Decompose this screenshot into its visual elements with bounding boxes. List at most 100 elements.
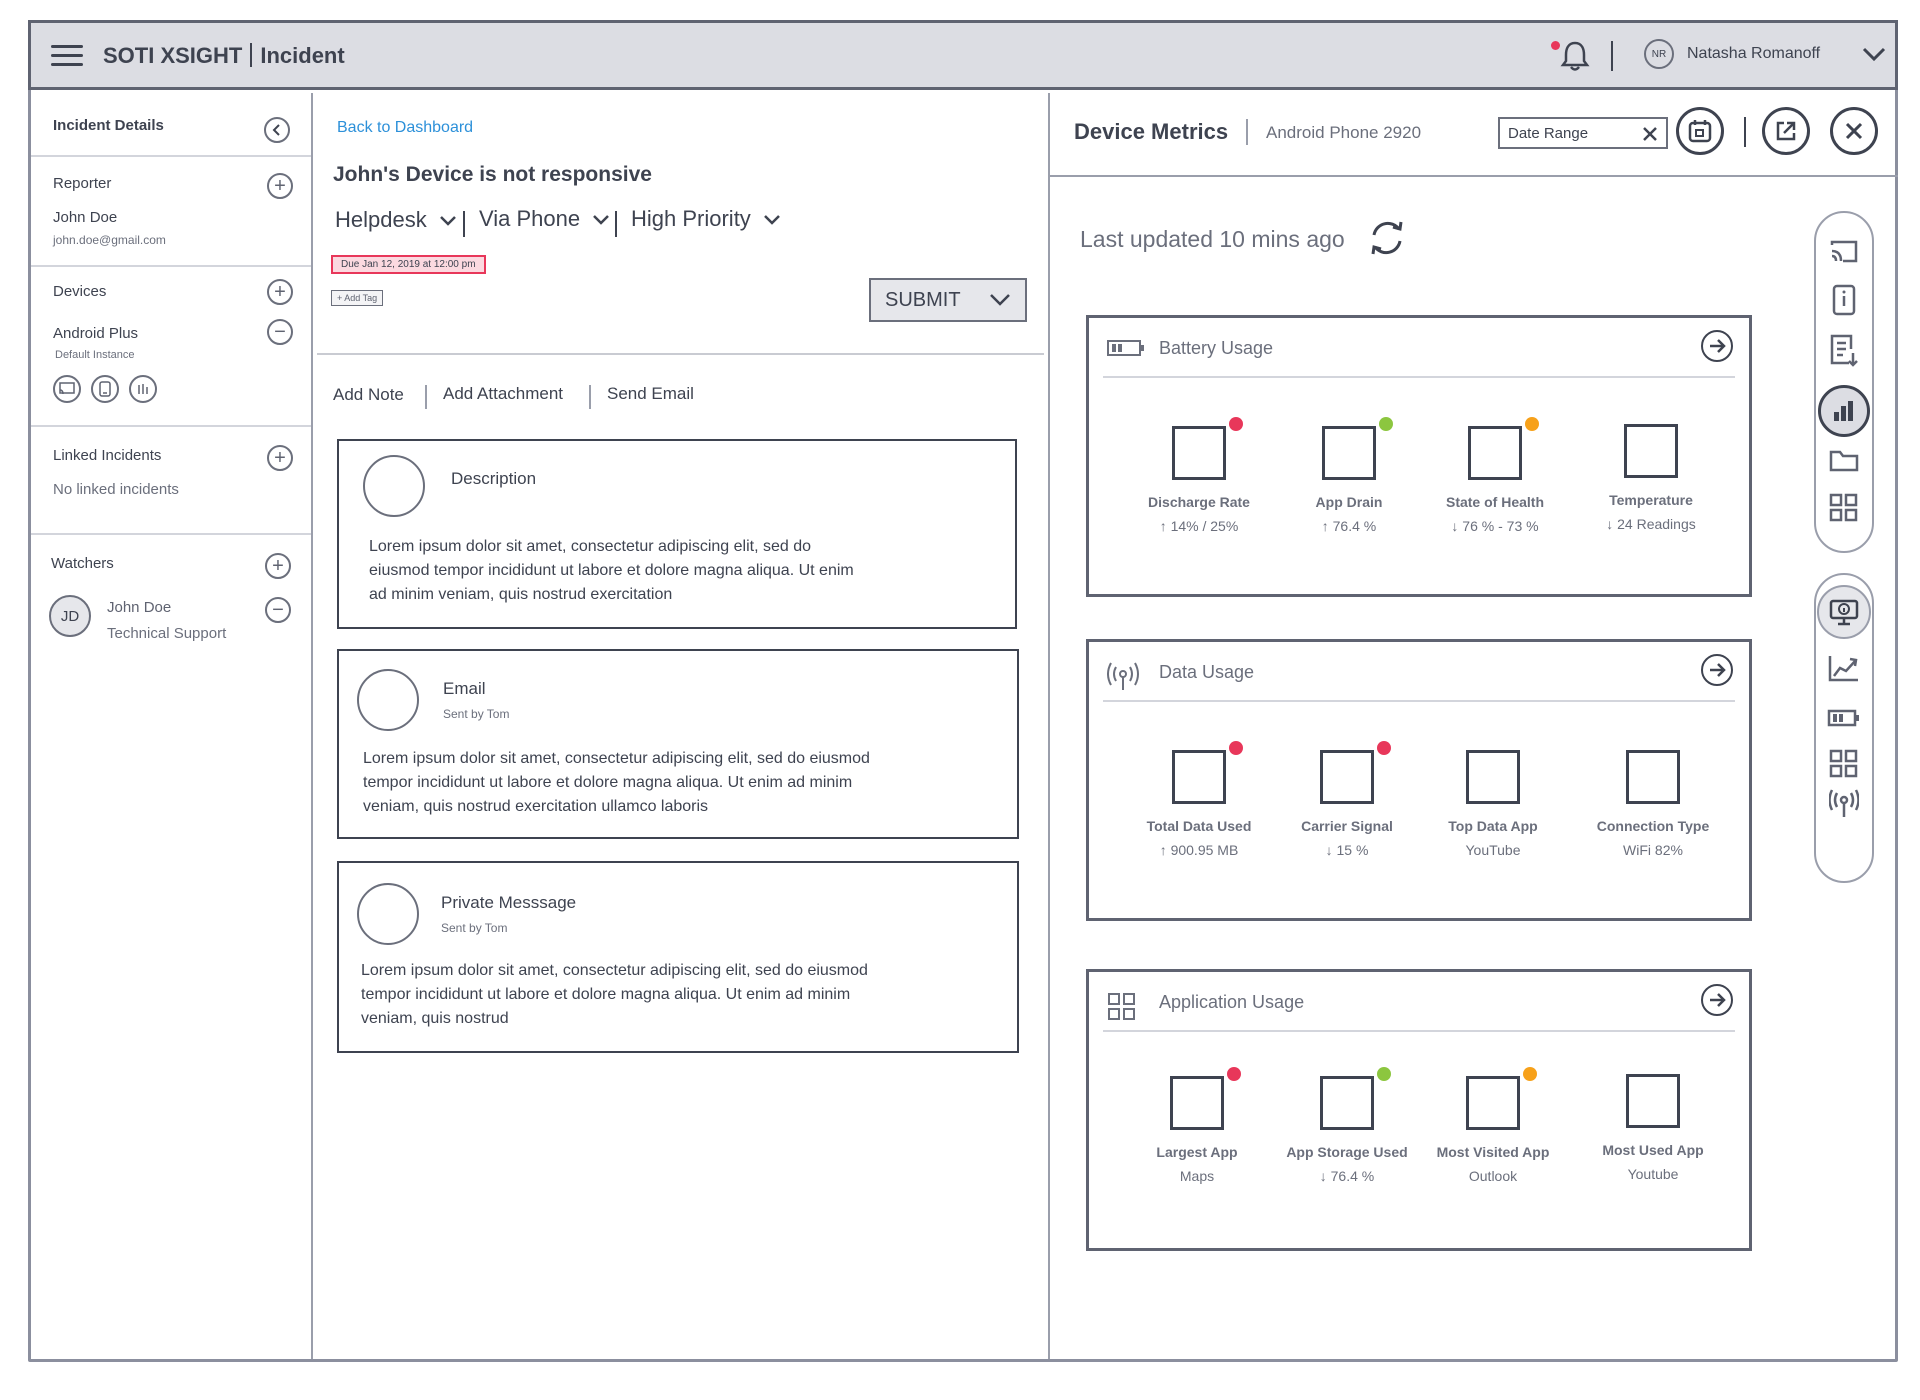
trend-tool[interactable] <box>1827 651 1861 685</box>
document-download-icon <box>1830 334 1858 367</box>
device-info-button[interactable] <box>91 375 119 403</box>
device-monitor-tool[interactable] <box>1817 585 1871 639</box>
channel-value: Via Phone <box>479 206 581 231</box>
application-usage-panel: Application Usage Largest App Maps App S… <box>1086 969 1752 1251</box>
date-range-input[interactable]: Date Range <box>1498 117 1668 149</box>
metric-carrier-signal[interactable]: Carrier Signal ↓ 15 % <box>1277 741 1417 858</box>
app-title: SOTI XSIGHT Incident <box>103 43 345 69</box>
metric-tile <box>1626 750 1680 804</box>
metric-tile <box>1626 1074 1680 1128</box>
apps-tool[interactable] <box>1827 491 1861 525</box>
status-dot <box>1379 417 1393 431</box>
metric-label: Temperature <box>1609 492 1693 508</box>
status-dot <box>1377 1067 1391 1081</box>
device-name[interactable]: Android Plus <box>53 325 139 342</box>
metric-temperature[interactable]: Temperature ↓ 24 Readings <box>1581 424 1721 532</box>
metric-value: ↑ 14% / 25% <box>1159 518 1239 534</box>
apps-grid-tool[interactable] <box>1827 747 1861 781</box>
back-to-dashboard-link[interactable]: Back to Dashboard <box>337 119 474 136</box>
add-device-button[interactable]: + <box>267 279 293 305</box>
metric-connection-type[interactable]: Connection Type WiFi 82% <box>1583 750 1723 858</box>
channel-dropdown[interactable]: Via Phone <box>479 206 610 232</box>
chevron-down-icon <box>764 215 780 225</box>
metric-total-data-used[interactable]: Total Data Used ↑ 900.95 MB <box>1129 741 1269 858</box>
open-application-details-button[interactable] <box>1701 984 1733 1016</box>
user-name[interactable]: Natasha Romanoff <box>1687 45 1821 62</box>
metrics-tool[interactable] <box>1818 385 1870 437</box>
metric-value: ↓ 24 Readings <box>1606 516 1696 532</box>
metric-app-drain[interactable]: App Drain ↑ 76.4 % <box>1279 417 1419 534</box>
menu-icon[interactable] <box>51 45 83 67</box>
card-title: Private Messsage <box>441 893 577 912</box>
divider <box>1050 175 1898 177</box>
logs-tool[interactable] <box>1827 333 1861 367</box>
metric-discharge-rate[interactable]: Discharge Rate ↑ 14% / 25% <box>1129 417 1269 534</box>
open-external-button[interactable] <box>1762 107 1810 155</box>
bar-chart-icon <box>1834 401 1853 421</box>
submit-button[interactable]: SUBMIT <box>869 278 1027 322</box>
add-watcher-button[interactable]: + <box>265 553 291 579</box>
network-tool[interactable] <box>1827 787 1861 821</box>
metric-largest-app[interactable]: Largest App Maps <box>1127 1067 1267 1184</box>
no-linked-text: No linked incidents <box>53 481 179 498</box>
linked-incidents-section: Linked Incidents + No linked incidents <box>31 425 311 535</box>
metric-tile <box>1322 417 1393 480</box>
devices-label: Devices <box>53 283 107 300</box>
metric-label: Total Data Used <box>1146 818 1252 834</box>
metric-state-of-health[interactable]: State of Health ↓ 76 % - 73 % <box>1425 417 1565 534</box>
status-dot <box>1227 1067 1241 1081</box>
chevron-down-icon[interactable] <box>989 293 1011 307</box>
add-attachment-button[interactable]: Add Attachment <box>443 384 564 403</box>
device-metrics-panel: Device Metrics Android Phone 2920 Date R… <box>1050 93 1898 1359</box>
add-tag-button[interactable]: + Add Tag <box>331 290 384 306</box>
remote-cast-button[interactable] <box>53 375 81 403</box>
bell-icon[interactable] <box>1559 39 1591 73</box>
apps-grid-icon <box>1829 749 1858 778</box>
metric-label: App Drain <box>1315 494 1383 510</box>
add-linked-button[interactable]: + <box>267 445 293 471</box>
open-battery-details-button[interactable] <box>1701 330 1733 362</box>
calendar-button[interactable] <box>1676 107 1724 155</box>
metric-tile <box>1172 417 1243 480</box>
priority-dropdown[interactable]: High Priority <box>631 206 781 232</box>
close-button[interactable] <box>1830 107 1878 155</box>
metric-most-used-app[interactable]: Most Used App Youtube <box>1583 1074 1723 1182</box>
collapse-panel-button[interactable] <box>264 117 290 143</box>
remove-device-button[interactable]: − <box>267 319 293 345</box>
user-avatar[interactable]: NR <box>1644 39 1674 69</box>
cast-icon <box>1830 240 1858 263</box>
status-dot <box>1229 741 1243 755</box>
card-title: Email <box>443 679 486 698</box>
files-tool[interactable] <box>1827 443 1861 477</box>
clear-icon[interactable] <box>1642 126 1658 142</box>
watcher-avatar: JD <box>49 595 91 637</box>
add-note-button[interactable]: Add Note <box>333 385 404 404</box>
metric-app-storage-used[interactable]: App Storage Used ↓ 76.4 % <box>1277 1067 1417 1184</box>
open-data-details-button[interactable] <box>1701 654 1733 686</box>
watchers-section: Watchers + JD John Doe Technical Support… <box>31 533 311 673</box>
queue-dropdown[interactable]: Helpdesk <box>335 207 457 233</box>
metric-top-data-app[interactable]: Top Data App YouTube <box>1423 750 1563 858</box>
metric-most-visited-app[interactable]: Most Visited App Outlook <box>1423 1067 1563 1184</box>
due-date-badge[interactable]: Due Jan 12, 2019 at 12:00 pm <box>331 255 486 274</box>
folder-icon <box>1829 450 1859 472</box>
close-icon <box>1845 122 1863 140</box>
watchers-label: Watchers <box>51 555 114 572</box>
device-stats-button[interactable] <box>129 375 157 403</box>
metric-tile <box>1624 424 1678 478</box>
remote-view-tool[interactable] <box>1827 235 1861 269</box>
metric-tile <box>1466 750 1520 804</box>
device-info-tool[interactable] <box>1827 283 1861 317</box>
chevron-down-icon[interactable] <box>1861 45 1887 63</box>
card-sender: Sent by Tom <box>441 921 508 935</box>
metric-label: Most Used App <box>1602 1142 1704 1158</box>
battery-tool[interactable] <box>1827 701 1861 735</box>
add-reporter-button[interactable]: + <box>267 173 293 199</box>
chevron-down-icon <box>593 215 610 225</box>
panel-title: Application Usage <box>1159 992 1305 1012</box>
tool-rail-secondary <box>1814 573 1874 883</box>
refresh-icon[interactable] <box>1366 217 1408 259</box>
send-email-button[interactable]: Send Email <box>607 384 694 403</box>
metric-label: Most Visited App <box>1436 1144 1550 1160</box>
remove-watcher-button[interactable]: − <box>265 597 291 623</box>
